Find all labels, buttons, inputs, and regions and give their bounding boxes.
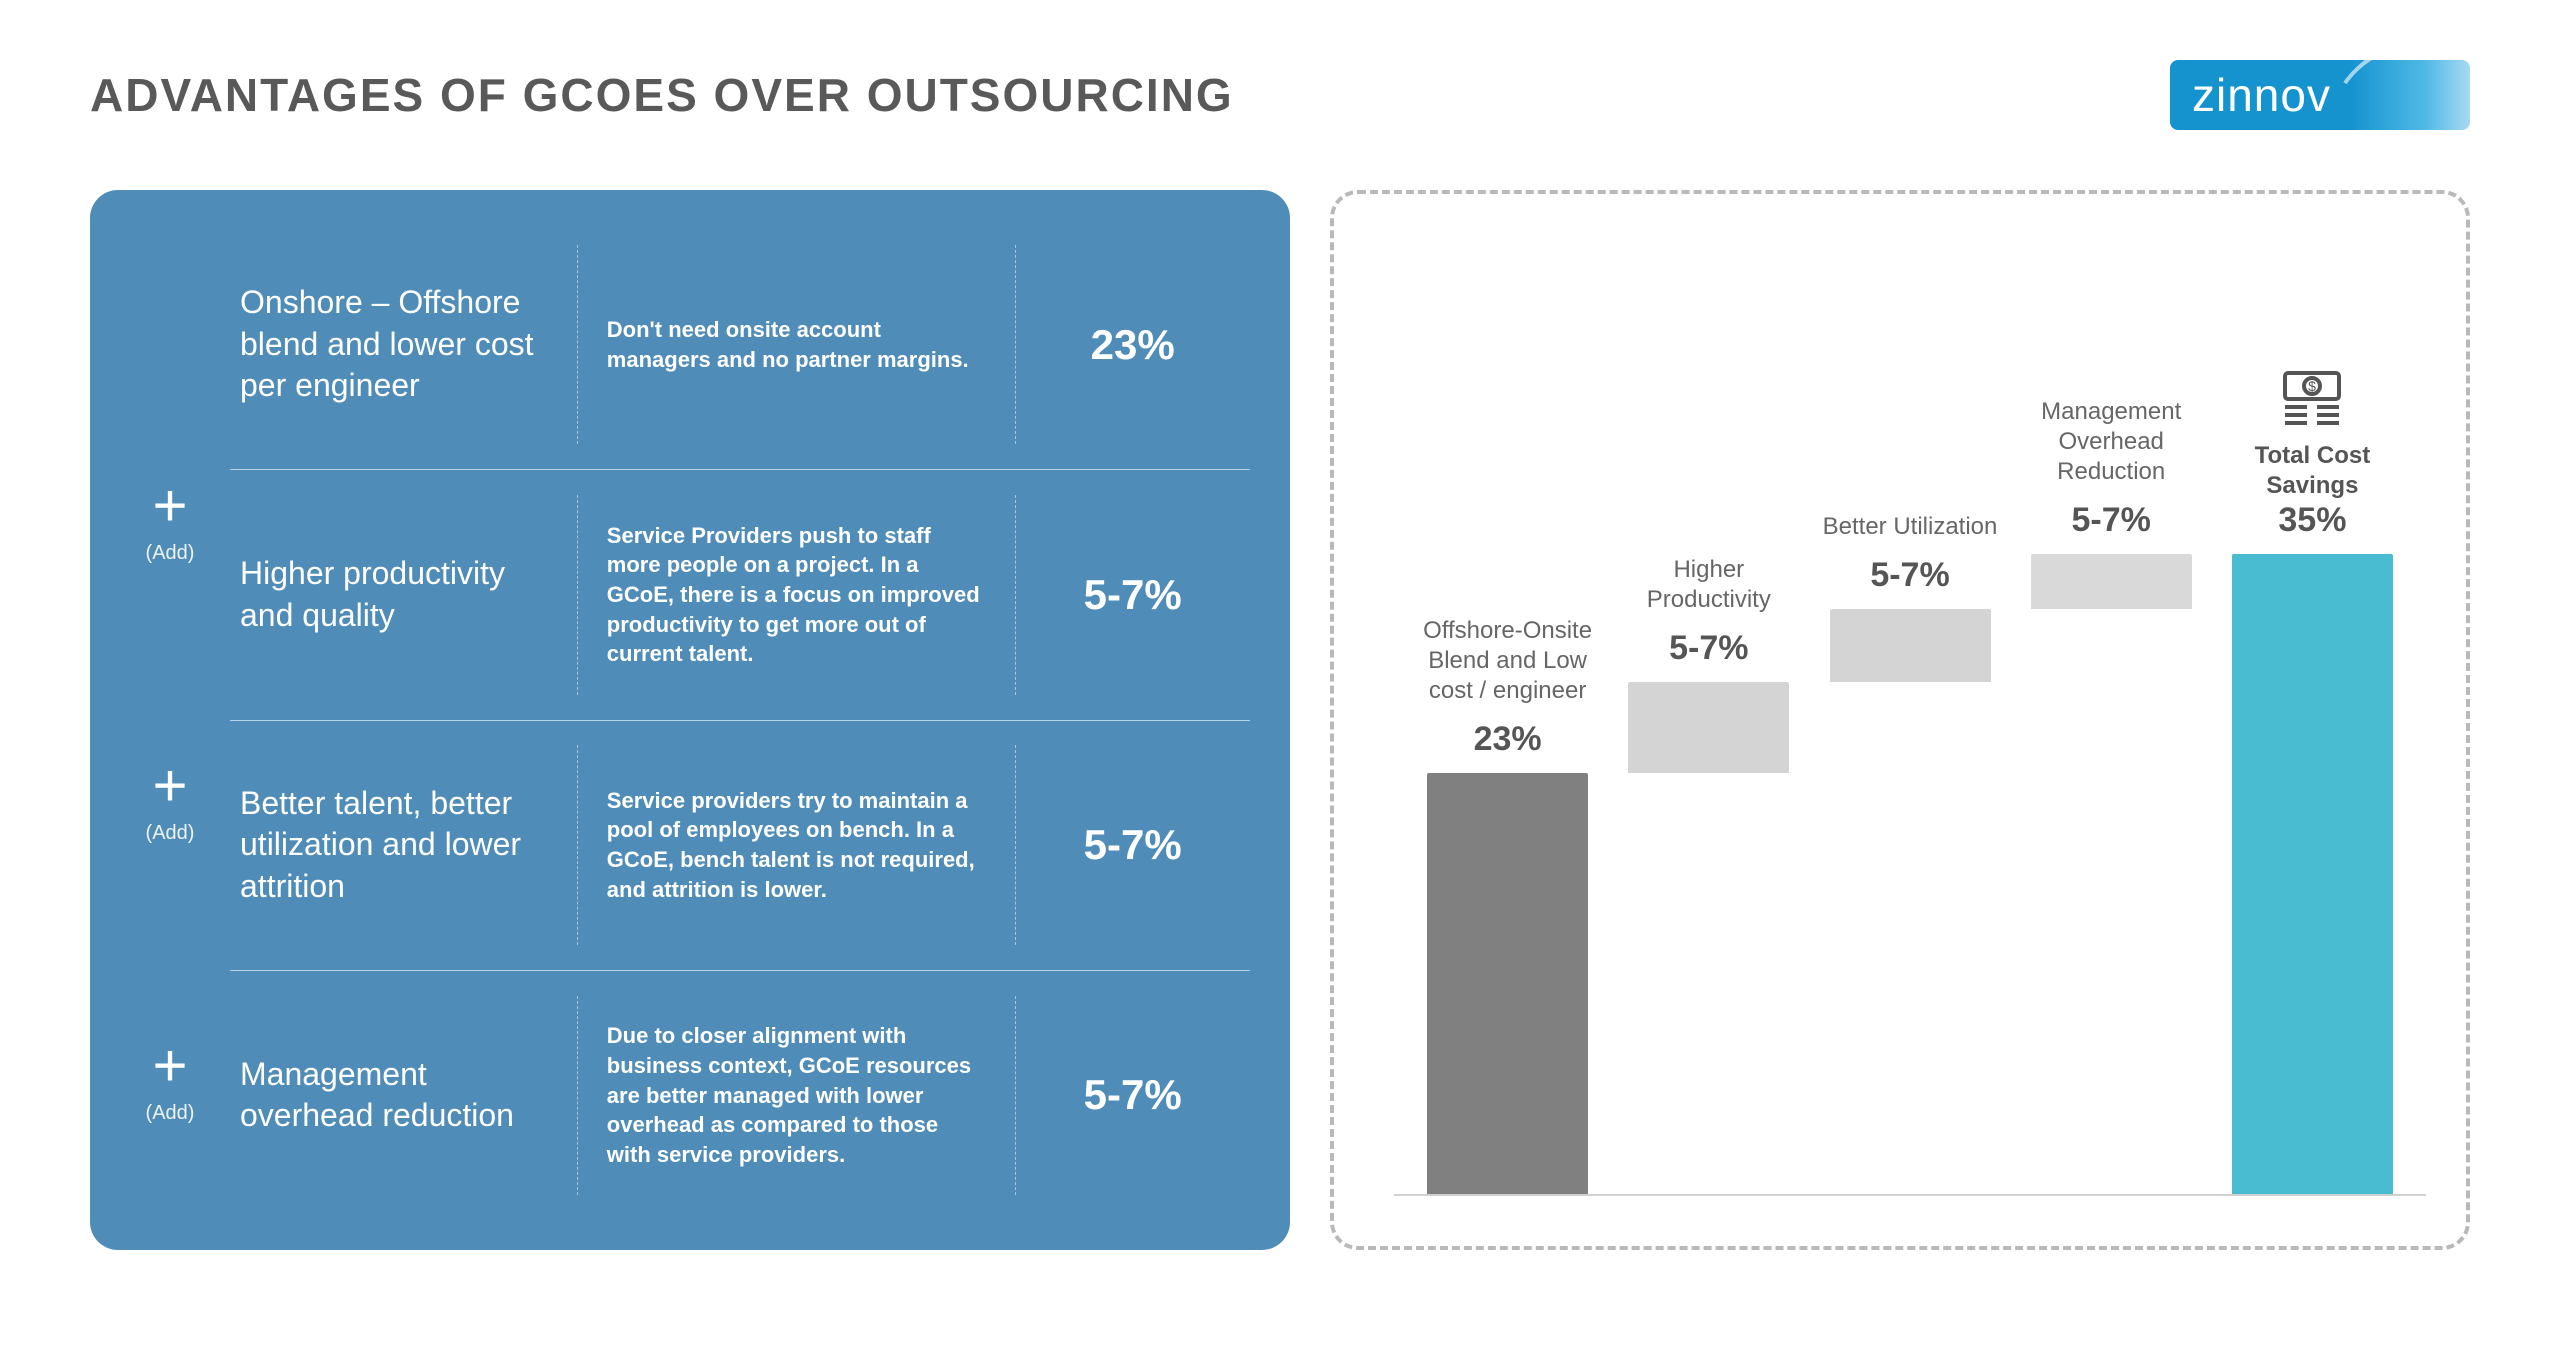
chart-bar-value: 5-7% xyxy=(1669,629,1748,668)
add-column: + (Add) + (Add) + (Add) xyxy=(110,220,230,1220)
plus-icon: + xyxy=(152,476,187,536)
advantage-pct: 5-7% xyxy=(1015,571,1250,619)
advantage-pct: 5-7% xyxy=(1015,1071,1250,1119)
chart-column: Offshore-Onsite Blend and Low cost / eng… xyxy=(1414,606,1601,1194)
chart-bar-value: 5-7% xyxy=(1870,556,1949,595)
chart-bar-value: 5-7% xyxy=(2072,501,2151,540)
advantage-desc: Service Providers push to staff more peo… xyxy=(577,511,1016,679)
plus-icon: + xyxy=(152,756,187,816)
add-label: (Add) xyxy=(146,822,195,845)
chart-bar-label: Offshore-Onsite Blend and Low cost / eng… xyxy=(1414,606,1601,706)
slide: ADVANTAGES OF GCOES OVER OUTSOURCING zin… xyxy=(0,0,2560,1345)
advantage-title: Better talent, better utilization and lo… xyxy=(230,773,577,918)
chart-column: Management Overhead Reduction 5-7% xyxy=(2018,387,2205,1194)
chart-bar xyxy=(2232,554,2393,1194)
money-icon: $ xyxy=(2277,369,2347,429)
advantage-pct: 23% xyxy=(1015,321,1250,369)
advantage-row: Onshore – Offshore blend and lower cost … xyxy=(230,220,1250,470)
advantage-title: Management overhead reduction xyxy=(230,1044,577,1147)
chart-bar xyxy=(1830,609,1991,682)
header: ADVANTAGES OF GCOES OVER OUTSOURCING zin… xyxy=(90,60,2470,130)
savings-chart-panel: Offshore-Onsite Blend and Low cost / eng… xyxy=(1330,190,2470,1250)
advantage-title: Higher productivity and quality xyxy=(230,543,577,646)
chart-bar-value: 35% xyxy=(2278,501,2346,540)
advantage-desc: Due to closer alignment with business co… xyxy=(577,1011,1016,1179)
chart-bar xyxy=(1427,773,1588,1194)
chart-column: Higher Productivity 5-7% xyxy=(1615,515,1802,1194)
chart-bar-value: 23% xyxy=(1474,720,1542,759)
advantage-row: Higher productivity and qualityService P… xyxy=(230,470,1250,720)
add-label: (Add) xyxy=(146,1102,195,1125)
advantages-rows: Onshore – Offshore blend and lower cost … xyxy=(230,220,1250,1220)
chart-column: Better Utilization 5-7% xyxy=(1816,442,2003,1194)
logo-text: zinnov xyxy=(2192,68,2331,122)
add-marker: + (Add) xyxy=(146,380,195,660)
page-title: ADVANTAGES OF GCOES OVER OUTSOURCING xyxy=(90,68,1234,122)
logo-swoosh-icon xyxy=(2315,60,2470,130)
advantage-row: Management overhead reductionDue to clos… xyxy=(230,971,1250,1220)
advantages-card: + (Add) + (Add) + (Add) Onshore – Offshore bl… xyxy=(90,190,1290,1250)
chart-bar xyxy=(1628,682,1789,773)
chart-bar-label: Higher Productivity xyxy=(1615,515,1802,615)
chart-total-column: $ Total Cost Savings35% xyxy=(2219,369,2406,1194)
main-content: + (Add) + (Add) + (Add) Onshore – Offshore bl… xyxy=(90,190,2470,1250)
advantage-desc: Service providers try to maintain a pool… xyxy=(577,776,1016,915)
add-marker: + (Add) xyxy=(146,660,195,940)
chart-bar xyxy=(2031,554,2192,609)
advantage-desc: Don't need onsite account managers and n… xyxy=(577,305,1016,384)
zinnov-logo: zinnov xyxy=(2170,60,2470,130)
svg-text:$: $ xyxy=(2309,378,2317,394)
add-label: (Add) xyxy=(146,542,195,565)
plus-icon: + xyxy=(152,1036,187,1096)
add-marker: + (Add) xyxy=(146,940,195,1220)
waterfall-chart: Offshore-Onsite Blend and Low cost / eng… xyxy=(1394,234,2426,1196)
chart-bar-label: Management Overhead Reduction xyxy=(2018,387,2205,487)
advantage-pct: 5-7% xyxy=(1015,821,1250,869)
advantage-title: Onshore – Offshore blend and lower cost … xyxy=(230,272,577,417)
advantage-row: Better talent, better utilization and lo… xyxy=(230,721,1250,971)
chart-bar-label: Better Utilization xyxy=(1823,442,1998,542)
chart-total-label: Total Cost Savings xyxy=(2219,441,2406,501)
